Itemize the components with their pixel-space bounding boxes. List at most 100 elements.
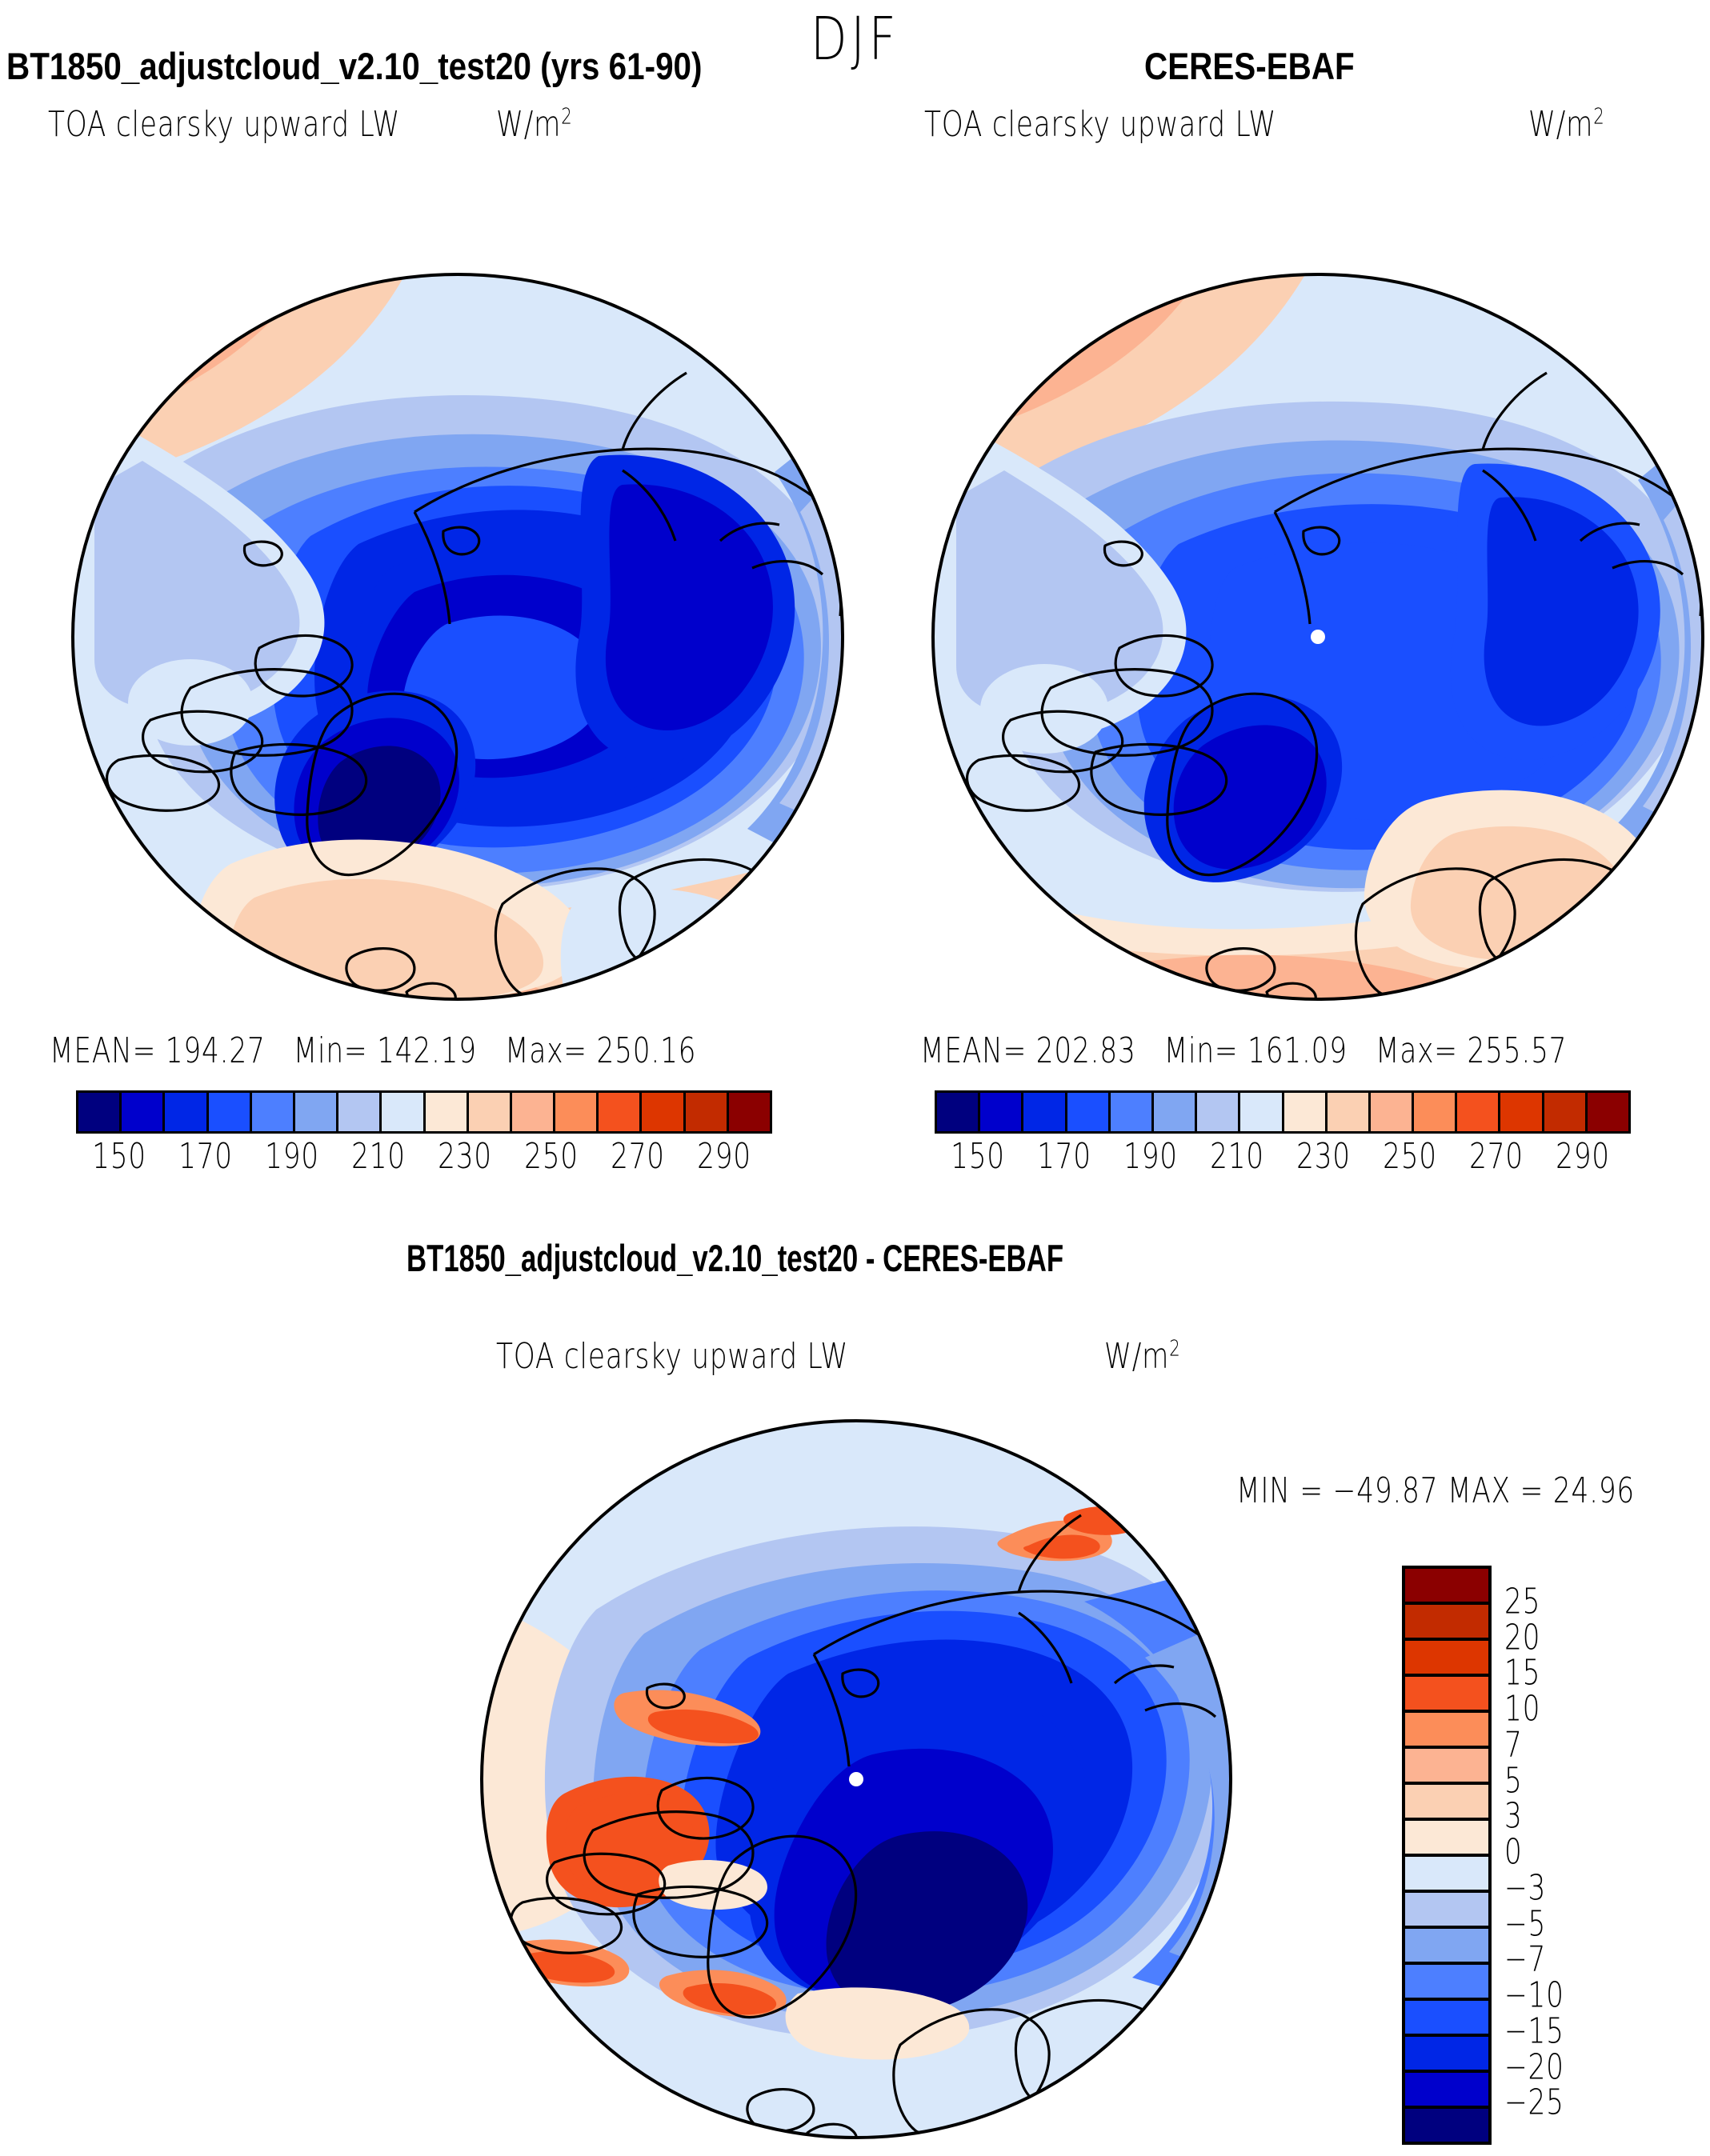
colorbar-tick-150: 150 xyxy=(92,1136,146,1177)
colorbar-cell-1 xyxy=(980,1093,1024,1131)
model-colorbar-ticks: 150 170 190 210 230 250 270 290 xyxy=(76,1136,772,1184)
colorbar-cell-7 xyxy=(382,1093,426,1131)
colorbar-cell-14 xyxy=(1544,1093,1588,1131)
colorbar-tick-230: 230 xyxy=(438,1136,492,1177)
difference-colorbar xyxy=(1402,1566,1492,2145)
obs-colorbar xyxy=(935,1090,1631,1134)
diff-colorbar-tick-12: −15 xyxy=(1504,2010,1564,2052)
colorbar-cell-9 xyxy=(1327,1093,1371,1131)
diff-colorbar-tick-5: 5 xyxy=(1504,1760,1523,1801)
colorbar-tick-170: 170 xyxy=(178,1136,233,1177)
model-units-label: W/m2 xyxy=(496,104,573,145)
pole-gap-marker xyxy=(849,1772,863,1786)
colorbar-tick-290: 290 xyxy=(1556,1136,1610,1177)
diff-colorbar-cell-2 xyxy=(1405,1641,1488,1677)
colorbar-cell-8 xyxy=(1284,1093,1328,1131)
diff-colorbar-cell-14 xyxy=(1405,2073,1488,2109)
colorbar-tick-290: 290 xyxy=(697,1136,751,1177)
colorbar-tick-270: 270 xyxy=(611,1136,665,1177)
diff-colorbar-cell-11 xyxy=(1405,1965,1488,2001)
obs-colorbar-ticks: 150 170 190 210 230 250 270 290 xyxy=(935,1136,1631,1184)
model-stats-row: MEAN= 194.27 Min= 142.19 Max= 250.16 xyxy=(50,1030,697,1071)
diff-colorbar-tick-1: 20 xyxy=(1504,1617,1541,1658)
diff-colorbar-tick-0: 25 xyxy=(1504,1581,1541,1622)
difference-polar-map xyxy=(476,1418,1236,2142)
diff-colorbar-cell-4 xyxy=(1405,1713,1488,1749)
diff-colorbar-tick-4: 7 xyxy=(1504,1724,1523,1766)
diff-colorbar-tick-10: −7 xyxy=(1504,1938,1547,1980)
colorbar-tick-250: 250 xyxy=(524,1136,579,1177)
colorbar-cell-11 xyxy=(1414,1093,1458,1131)
model-colorbar xyxy=(76,1090,772,1134)
colorbar-cell-0 xyxy=(937,1093,981,1131)
colorbar-tick-190: 190 xyxy=(265,1136,319,1177)
colorbar-cell-15 xyxy=(728,1093,770,1131)
colorbar-cell-4 xyxy=(1110,1093,1154,1131)
difference-colorbar-ticks: 25 20 15 10 7 5 3 0 −3 −5 −7 −10 −15 −20 −25 xyxy=(1504,1566,1696,2138)
pole-gap-marker xyxy=(1311,630,1325,644)
colorbar-cell-2 xyxy=(1023,1093,1067,1131)
difference-units-label: W/m2 xyxy=(1104,1336,1181,1377)
model-panel-title: BT1850_adjustcloud_v2.10_test20 (yrs 61-… xyxy=(6,45,703,87)
colorbar-cell-5 xyxy=(1153,1093,1198,1131)
colorbar-cell-5 xyxy=(294,1093,339,1131)
colorbar-cell-12 xyxy=(599,1093,643,1131)
diff-colorbar-tick-11: −10 xyxy=(1504,1974,1564,2016)
diff-colorbar-cell-7 xyxy=(1405,1821,1488,1857)
model-variable-label: TOA clearsky upward LW xyxy=(48,104,401,145)
colorbar-cell-14 xyxy=(685,1093,729,1131)
colorbar-cell-3 xyxy=(208,1093,252,1131)
diff-colorbar-cell-10 xyxy=(1405,1929,1488,1965)
colorbar-cell-9 xyxy=(468,1093,512,1131)
obs-panel-title: CERES-EBAF xyxy=(1144,45,1355,87)
colorbar-cell-13 xyxy=(1500,1093,1544,1131)
diff-colorbar-tick-6: 3 xyxy=(1504,1795,1523,1837)
colorbar-tick-230: 230 xyxy=(1296,1136,1351,1177)
obs-polar-map xyxy=(931,272,1705,1002)
colorbar-cell-15 xyxy=(1587,1093,1628,1131)
colorbar-tick-250: 250 xyxy=(1383,1136,1437,1177)
colorbar-cell-4 xyxy=(251,1093,295,1131)
colorbar-tick-210: 210 xyxy=(1210,1136,1264,1177)
diff-colorbar-tick-9: −5 xyxy=(1504,1903,1547,1944)
diff-colorbar-cell-9 xyxy=(1405,1893,1488,1929)
model-polar-map xyxy=(70,272,845,1002)
colorbar-cell-7 xyxy=(1240,1093,1284,1131)
diff-colorbar-cell-5 xyxy=(1405,1749,1488,1785)
colorbar-cell-10 xyxy=(1370,1093,1415,1131)
colorbar-tick-190: 190 xyxy=(1123,1136,1178,1177)
colorbar-cell-6 xyxy=(1197,1093,1241,1131)
diff-colorbar-tick-14: −25 xyxy=(1504,2082,1564,2123)
diff-colorbar-cell-6 xyxy=(1405,1785,1488,1821)
diff-colorbar-tick-3: 10 xyxy=(1504,1688,1541,1730)
colorbar-cell-0 xyxy=(78,1093,122,1131)
colorbar-tick-210: 210 xyxy=(351,1136,406,1177)
diff-colorbar-cell-0 xyxy=(1405,1569,1488,1605)
diff-colorbar-cell-3 xyxy=(1405,1677,1488,1713)
diff-colorbar-cell-13 xyxy=(1405,2037,1488,2073)
difference-minmax-label: MIN = −49.87 MAX = 24.96 xyxy=(1236,1470,1636,1511)
diff-colorbar-tick-13: −20 xyxy=(1504,2046,1564,2087)
colorbar-cell-3 xyxy=(1067,1093,1111,1131)
colorbar-tick-270: 270 xyxy=(1469,1136,1524,1177)
diff-colorbar-cell-12 xyxy=(1405,2001,1488,2037)
colorbar-cell-8 xyxy=(425,1093,469,1131)
diff-colorbar-cell-1 xyxy=(1405,1605,1488,1641)
diff-colorbar-tick-8: −3 xyxy=(1504,1867,1547,1909)
colorbar-cell-1 xyxy=(122,1093,166,1131)
obs-variable-label: TOA clearsky upward LW xyxy=(924,104,1277,145)
diff-colorbar-cell-8 xyxy=(1405,1857,1488,1893)
difference-panel-title: BT1850_adjustcloud_v2.10_test20 - CERES-… xyxy=(406,1237,1064,1279)
colorbar-cell-10 xyxy=(511,1093,556,1131)
colorbar-tick-170: 170 xyxy=(1037,1136,1091,1177)
colorbar-cell-6 xyxy=(338,1093,382,1131)
diff-colorbar-tick-2: 15 xyxy=(1504,1652,1541,1694)
colorbar-tick-150: 150 xyxy=(951,1136,1005,1177)
colorbar-cell-2 xyxy=(165,1093,209,1131)
colorbar-cell-11 xyxy=(555,1093,599,1131)
obs-stats-row: MEAN= 202.83 Min= 161.09 Max= 255.57 xyxy=(920,1030,1568,1071)
colorbar-cell-12 xyxy=(1457,1093,1501,1131)
diff-colorbar-tick-7: 0 xyxy=(1504,1831,1523,1873)
diff-colorbar-cell-15 xyxy=(1405,2109,1488,2142)
colorbar-cell-13 xyxy=(642,1093,686,1131)
